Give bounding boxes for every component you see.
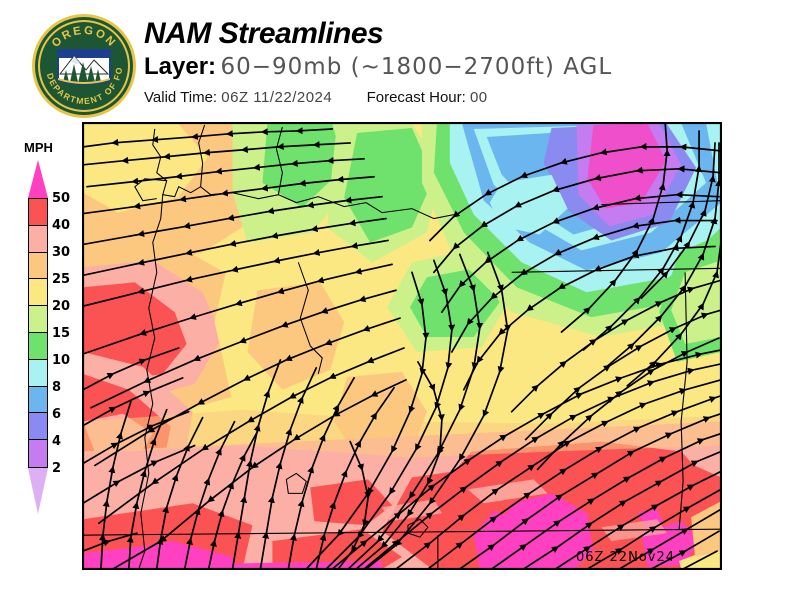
colorbar-segment-20_25 [29, 279, 47, 307]
valid-time-label: Valid Time: [144, 89, 218, 106]
colorbar-tick-50: 50 [52, 191, 71, 206]
colorbar-segment-25_30 [29, 252, 47, 280]
colorbar-over-range-arrow [28, 160, 48, 198]
colorbar-tick-2: 2 [52, 461, 62, 476]
colorbar-under-range-arrow [28, 468, 48, 514]
colorbar-segment-30_40 [29, 225, 47, 253]
page-title: NAM Streamlines [144, 17, 384, 50]
header: OREGON DEPARTMENT OF FORESTRY [0, 0, 800, 118]
colorbar-segment-10_15 [29, 332, 47, 360]
title-block: NAM Streamlines Layer: 60−90mb (~1800−27… [144, 18, 612, 108]
colorbar-tick-6: 6 [52, 407, 62, 422]
colorbar-tick-10: 10 [52, 353, 71, 368]
colorbar-segment-8_10 [29, 359, 47, 387]
valid-time-line: Valid Time: 06Z 11/22/2024 Forecast Hour… [144, 88, 612, 108]
colorbar-tick-20: 20 [52, 299, 71, 314]
colorbar-tick-labels: 50 40 30 25 20 15 10 8 6 4 2 [52, 160, 82, 476]
oregon-department-of-forestry-seal-icon: OREGON DEPARTMENT OF FORESTRY [26, 4, 138, 120]
colorbar-segment-4_6 [29, 413, 47, 441]
colorbar-tick-30: 30 [52, 245, 71, 260]
layer-line: Layer: 60−90mb (~1800−2700ft) AGL [144, 54, 612, 83]
colorbar-segment-6_8 [29, 386, 47, 414]
colorbar-tick-8: 8 [52, 380, 62, 395]
valid-time-value: 06Z 11/22/2024 [221, 89, 333, 106]
colorbar-tick-4: 4 [52, 434, 62, 449]
streamlines-layer [83, 123, 721, 569]
map-canvas [83, 123, 721, 569]
colorbar-tick-25: 25 [52, 272, 71, 287]
map-timestamp-stamp: 06Z 22Nov24 [575, 550, 675, 565]
colorbar-tick-15: 15 [52, 326, 71, 341]
colorbar-segment-40_50 [29, 199, 47, 226]
nam-streamlines-wind-speed-map[interactable]: 06Z 22Nov24 [82, 122, 722, 570]
colorbar-swatches [28, 198, 48, 468]
colorbar-wrap: 50 40 30 25 20 15 10 8 6 4 2 [28, 160, 80, 518]
layer-label: Layer: [144, 53, 217, 80]
layer-value: 60−90mb (~1800−2700ft) AGL [220, 54, 613, 80]
colorbar-segment-2_4 [29, 440, 47, 467]
map-frame [83, 123, 721, 569]
wind-speed-colorbar-legend: MPH 50 40 30 25 20 15 10 8 6 4 2 [14, 140, 80, 520]
colorbar-units-label: MPH [24, 140, 53, 155]
forecast-hour-value: 00 [469, 89, 488, 106]
colorbar-tick-40: 40 [52, 218, 71, 233]
forecast-hour-label: Forecast Hour: [366, 89, 466, 106]
colorbar-segment-15_20 [29, 306, 47, 333]
